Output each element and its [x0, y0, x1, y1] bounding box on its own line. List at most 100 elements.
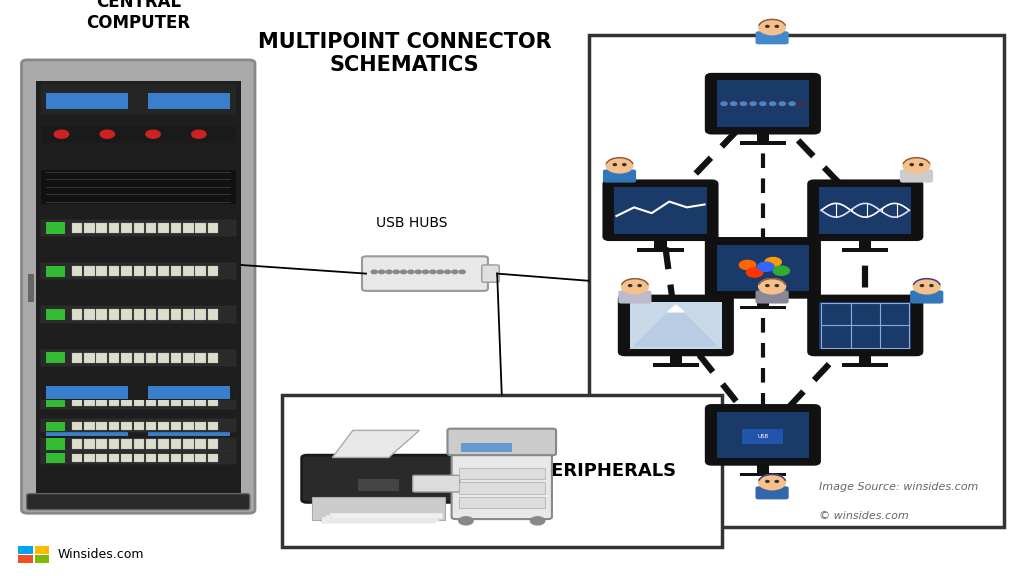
Bar — [109, 266, 120, 276]
Bar — [159, 422, 169, 430]
Bar — [96, 396, 106, 406]
FancyBboxPatch shape — [302, 455, 456, 502]
Bar — [41, 422, 236, 438]
Bar — [653, 363, 699, 367]
FancyBboxPatch shape — [707, 75, 819, 133]
Bar — [84, 353, 94, 363]
FancyBboxPatch shape — [604, 181, 717, 240]
Bar — [46, 266, 65, 277]
FancyBboxPatch shape — [900, 169, 933, 183]
Bar — [46, 309, 65, 320]
Text: MULTIPOINT CONNECTOR
SCHEMATICS: MULTIPOINT CONNECTOR SCHEMATICS — [258, 32, 551, 75]
Bar — [84, 439, 94, 449]
Circle shape — [613, 164, 616, 165]
Bar — [614, 187, 707, 234]
Bar — [133, 422, 144, 430]
Bar — [196, 266, 206, 276]
Circle shape — [408, 270, 414, 274]
Bar — [133, 353, 144, 363]
FancyBboxPatch shape — [447, 429, 556, 455]
Bar — [84, 223, 94, 233]
Circle shape — [459, 270, 465, 274]
Bar — [121, 396, 132, 406]
Bar — [41, 126, 236, 143]
Bar — [196, 422, 206, 430]
Circle shape — [750, 102, 756, 105]
Circle shape — [920, 164, 923, 165]
Bar — [183, 353, 194, 363]
Bar — [109, 309, 120, 320]
Bar — [18, 546, 33, 554]
Bar — [717, 80, 809, 127]
Circle shape — [759, 475, 785, 490]
FancyBboxPatch shape — [413, 475, 460, 492]
Bar — [109, 396, 120, 406]
Bar — [358, 479, 399, 491]
Bar — [46, 222, 65, 234]
FancyBboxPatch shape — [481, 265, 500, 282]
Bar — [208, 353, 218, 363]
Circle shape — [759, 279, 785, 294]
Bar — [183, 439, 194, 449]
Circle shape — [775, 285, 778, 286]
Bar — [36, 81, 241, 495]
Circle shape — [758, 262, 774, 271]
Bar — [208, 422, 218, 430]
FancyBboxPatch shape — [809, 181, 922, 240]
Bar — [183, 396, 194, 406]
Bar — [742, 429, 783, 444]
Bar — [459, 482, 545, 494]
Bar — [208, 454, 218, 462]
Bar — [46, 386, 128, 399]
Bar — [923, 290, 931, 294]
Bar — [717, 412, 809, 458]
Bar — [912, 169, 921, 173]
FancyBboxPatch shape — [756, 31, 788, 44]
Bar — [121, 353, 132, 363]
Bar — [41, 419, 236, 432]
Bar — [41, 393, 236, 409]
Bar — [96, 266, 106, 276]
Bar — [670, 351, 682, 363]
Circle shape — [606, 158, 633, 173]
Circle shape — [437, 270, 443, 274]
Bar — [109, 223, 120, 233]
Bar — [133, 396, 144, 406]
Circle shape — [629, 285, 632, 286]
Bar — [459, 497, 545, 508]
Circle shape — [790, 102, 796, 105]
Bar — [146, 309, 157, 320]
Bar — [171, 439, 181, 449]
Bar — [183, 454, 194, 462]
Bar — [96, 223, 106, 233]
Bar — [171, 454, 181, 462]
Bar — [739, 142, 786, 145]
Bar — [46, 93, 128, 109]
Bar — [35, 555, 49, 563]
Bar — [28, 274, 34, 302]
Circle shape — [746, 268, 763, 277]
Bar — [109, 454, 120, 462]
FancyBboxPatch shape — [452, 451, 552, 519]
Circle shape — [623, 164, 626, 165]
Bar — [331, 513, 443, 519]
Bar — [41, 350, 236, 366]
Circle shape — [638, 285, 641, 286]
Bar — [196, 353, 206, 363]
Bar — [461, 443, 512, 452]
Polygon shape — [635, 305, 717, 346]
Bar — [196, 396, 206, 406]
Bar — [148, 423, 230, 436]
Bar — [72, 353, 82, 363]
Bar — [46, 423, 128, 436]
Bar — [109, 439, 120, 449]
Text: USB HUBS: USB HUBS — [377, 216, 447, 230]
Bar — [146, 454, 157, 462]
Bar — [146, 353, 157, 363]
Bar — [72, 396, 82, 406]
Bar — [312, 497, 445, 520]
Circle shape — [386, 270, 392, 274]
Bar — [208, 309, 218, 320]
Polygon shape — [333, 430, 420, 457]
Bar — [72, 223, 82, 233]
